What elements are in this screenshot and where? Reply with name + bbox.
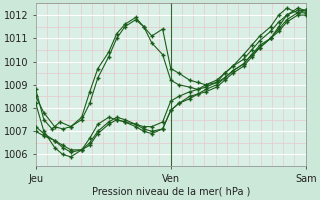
X-axis label: Pression niveau de la mer( hPa ): Pression niveau de la mer( hPa ) <box>92 187 250 197</box>
